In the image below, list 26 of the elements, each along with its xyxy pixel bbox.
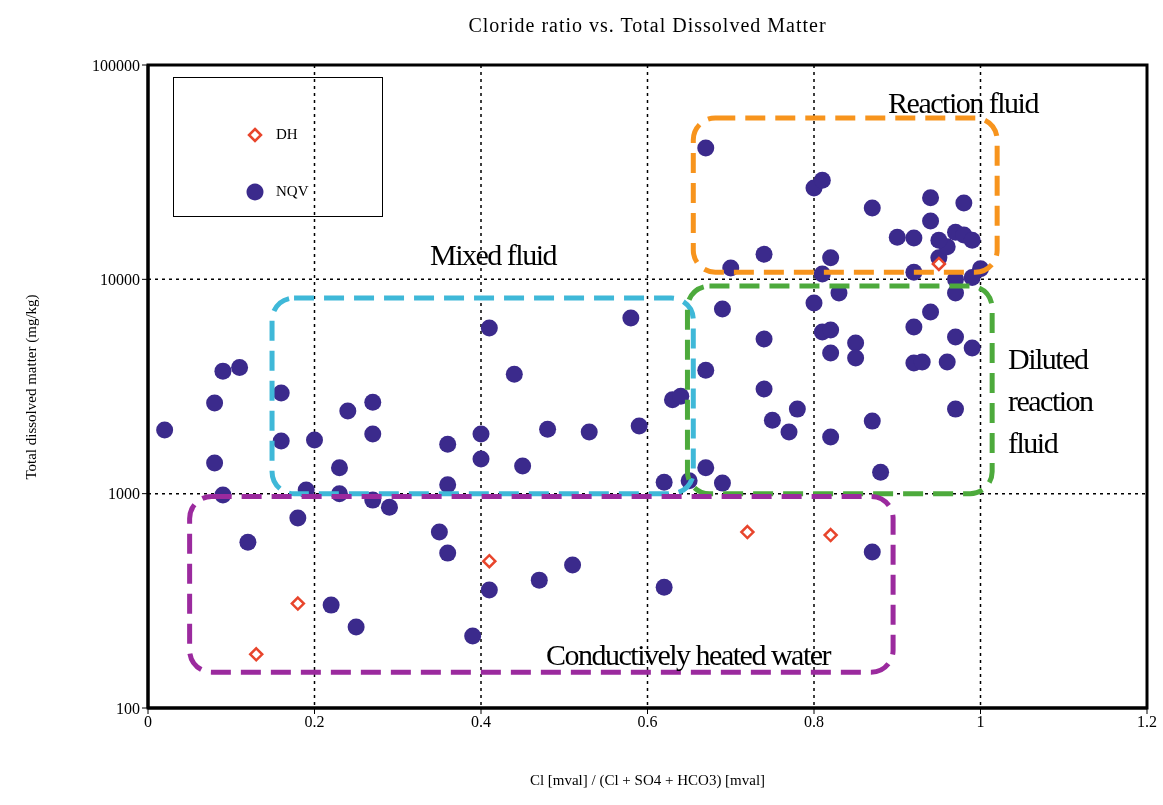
annotation: Reaction fluid (887, 85, 1040, 121)
legend-label: NQV (276, 183, 309, 200)
y-tick-label: 10000 (100, 271, 140, 289)
point (482, 553, 497, 569)
chart-title: Cloride ratio vs. Total Dissolved Matter (467, 14, 828, 37)
y-tick-label: 100000 (92, 56, 140, 74)
point (740, 524, 755, 540)
x-tick-label: 0 (144, 713, 152, 731)
x-tick-label: 0.4 (471, 713, 491, 731)
x-tick-label: 1.2 (1137, 713, 1157, 731)
y-tick-label: 100 (116, 699, 140, 717)
x-tick-label: 0.6 (637, 713, 658, 731)
x-tick-label: 0.8 (804, 713, 824, 731)
y-tick-label: 1000 (108, 485, 140, 503)
point (823, 527, 838, 543)
y-axis-title: Total dissolved matter (mg/kg) (22, 292, 40, 482)
annotation: Mixed fluid (429, 237, 558, 273)
annotation: Diluted reaction fluid (1008, 341, 1095, 461)
x-axis-title: Cl [mval] / (Cl + SO4 + HCO3) [mval] (528, 772, 767, 789)
x-tick-label: 0.2 (304, 713, 325, 731)
x-tick-label: 1 (976, 713, 985, 731)
point (290, 596, 306, 611)
annotation: Conductively heated water (544, 637, 832, 673)
point (248, 647, 264, 662)
point (931, 256, 947, 272)
legend-label: DH (276, 126, 298, 143)
